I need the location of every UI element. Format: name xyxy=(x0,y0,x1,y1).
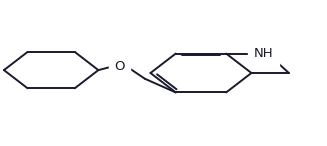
Text: O: O xyxy=(114,60,125,73)
Text: NH: NH xyxy=(254,47,273,60)
